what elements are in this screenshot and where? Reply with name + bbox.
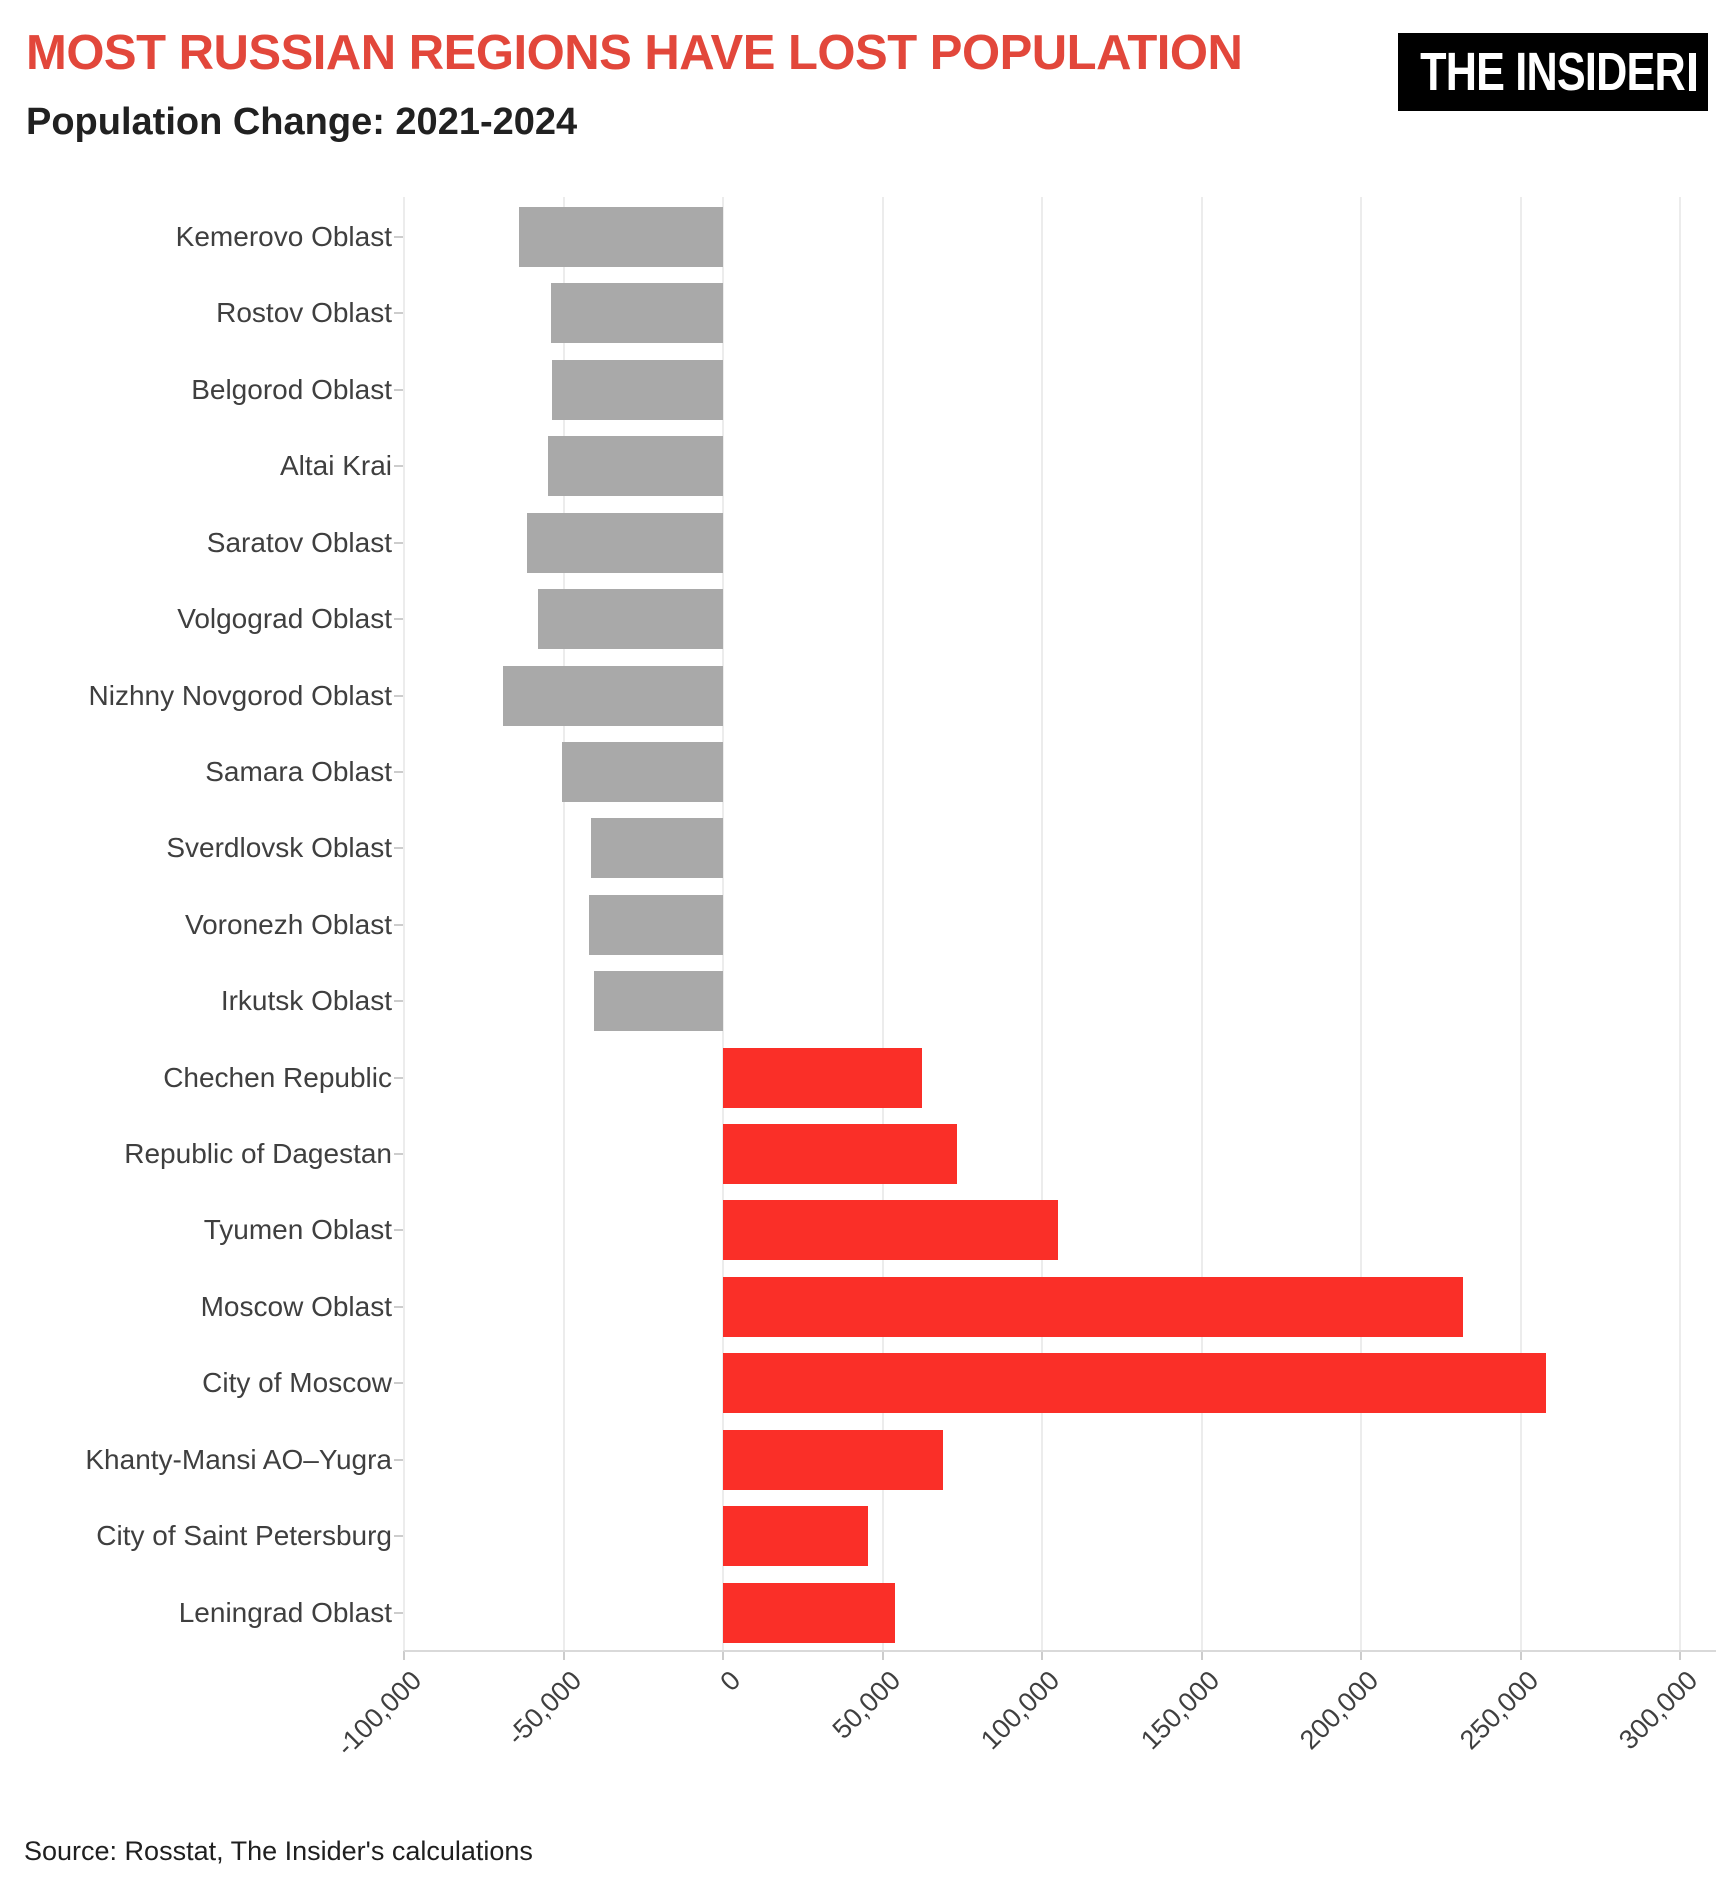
the-insider-logo: THE INSIDER [1398, 33, 1708, 111]
source-note: Source: Rosstat, The Insider's calculati… [24, 1836, 533, 1866]
bar-irkutsk-oblast [593, 971, 723, 1032]
bar-voronezh-oblast [589, 894, 723, 955]
y-axis-tick-volgograd-oblast [394, 618, 403, 621]
x-axis-tick--50000 [562, 1651, 565, 1660]
bar-tyumen-oblast [723, 1200, 1058, 1261]
bar-rostov-oblast [550, 283, 723, 344]
x-axis-tick-0 [722, 1651, 724, 1660]
category-label-voronezh-oblast: Voronezh Oblast [184, 908, 392, 940]
bar-leningrad-oblast [723, 1582, 896, 1643]
category-label-city-of-saint-petersburg: City of Saint Petersburg [96, 1520, 392, 1552]
y-axis-tick-kemerovo-oblast [394, 236, 403, 238]
bar-kemerovo-oblast [518, 207, 723, 267]
x-axis-tick-150000 [1200, 1651, 1203, 1660]
y-axis-tick-sverdlovsk-oblast [394, 847, 403, 850]
category-label-khanty-mansi-ao-yugra: Khanty-Mansi AO–Yugra [85, 1443, 392, 1475]
x-axis-tick-300000 [1679, 1651, 1681, 1660]
bar-city-of-moscow [723, 1353, 1547, 1414]
chart-title: MOST RUSSIAN REGIONS HAVE LOST POPULATIO… [26, 26, 1243, 80]
y-axis-tick-irkutsk-oblast [394, 1000, 403, 1003]
x-axis-tick-200000 [1360, 1651, 1362, 1660]
category-label-sverdlovsk-oblast: Sverdlovsk Oblast [166, 832, 392, 864]
y-axis-tick-city-of-saint-petersburg [394, 1535, 403, 1538]
chart-subtitle: Population Change: 2021-2024 [26, 101, 578, 143]
bar-khanty-mansi-ao-yugra [723, 1429, 944, 1490]
logo-text: THE INSIDER [1420, 42, 1687, 102]
bar-altai-krai [547, 436, 723, 497]
category-label-rostov-oblast: Rostov Oblast [216, 297, 392, 329]
bar-republic-of-dagestan [723, 1124, 958, 1185]
gridline-x-0 [722, 197, 724, 1651]
y-axis-tick-tyumen-oblast [394, 1229, 403, 1232]
y-axis-tick-leningrad-oblast [394, 1611, 403, 1614]
y-axis-tick-moscow-oblast [394, 1305, 403, 1308]
gridline-x-300000 [1679, 197, 1681, 1651]
bar-belgorod-oblast [552, 359, 723, 420]
y-axis-tick-samara-oblast [394, 770, 403, 773]
gridline-x--50000 [562, 197, 565, 1651]
gridline-x-50000 [881, 197, 884, 1651]
gridline-x-100000 [1041, 197, 1043, 1651]
gridline-x--100000 [403, 197, 405, 1651]
x-axis-tick-50000 [881, 1651, 884, 1660]
y-axis-tick-saratov-oblast [394, 541, 403, 544]
category-label-saratov-oblast: Saratov Oblast [206, 526, 392, 558]
logo-cursor-bar [1689, 53, 1696, 91]
bar-saratov-oblast [526, 512, 723, 573]
category-label-volgograd-oblast: Volgograd Oblast [177, 603, 392, 635]
x-axis-tick--100000 [403, 1651, 405, 1660]
category-label-kemerovo-oblast: Kemerovo Oblast [175, 221, 392, 252]
gridline-x-250000 [1519, 197, 1522, 1651]
y-axis-tick-voronezh-oblast [394, 923, 403, 926]
x-axis-tick-100000 [1041, 1651, 1043, 1660]
y-axis-tick-rostov-oblast [394, 312, 403, 315]
y-axis-tick-republic-of-dagestan [394, 1153, 403, 1156]
gridline-x-200000 [1360, 197, 1362, 1651]
category-label-city-of-moscow: City of Moscow [202, 1367, 392, 1399]
y-axis-tick-chechen-republic [394, 1076, 403, 1079]
category-label-nizhny-novgorod-oblast: Nizhny Novgorod Oblast [88, 679, 392, 711]
bar-volgograd-oblast [537, 589, 723, 650]
category-label-moscow-oblast: Moscow Oblast [200, 1290, 392, 1322]
bar-sverdlovsk-oblast [590, 818, 723, 879]
bar-nizhny-novgorod-oblast [502, 665, 723, 726]
y-axis-tick-belgorod-oblast [394, 388, 403, 391]
category-label-irkutsk-oblast: Irkutsk Oblast [220, 985, 392, 1017]
category-label-altai-krai: Altai Krai [279, 450, 392, 482]
category-label-samara-oblast: Samara Oblast [205, 755, 392, 787]
category-label-belgorod-oblast: Belgorod Oblast [191, 373, 392, 405]
category-label-republic-of-dagestan: Republic of Dagestan [124, 1138, 392, 1170]
y-axis-tick-altai-krai [394, 465, 403, 468]
x-axis-tick-250000 [1519, 1651, 1522, 1660]
category-label-leningrad-oblast: Leningrad Oblast [178, 1596, 392, 1628]
bar-chechen-republic [723, 1047, 923, 1108]
y-axis-tick-nizhny-novgorod-oblast [394, 694, 403, 697]
gridline-x-150000 [1200, 197, 1203, 1651]
y-axis-tick-city-of-moscow [394, 1382, 403, 1385]
bar-moscow-oblast [723, 1276, 1464, 1337]
x-axis-line [404, 1650, 1716, 1652]
y-axis-tick-khanty-mansi-ao-yugra [394, 1458, 403, 1461]
category-label-tyumen-oblast: Tyumen Oblast [203, 1214, 392, 1246]
bar-city-of-saint-petersburg [723, 1506, 869, 1567]
bar-samara-oblast [561, 741, 723, 802]
category-label-chechen-republic: Chechen Republic [163, 1061, 392, 1093]
